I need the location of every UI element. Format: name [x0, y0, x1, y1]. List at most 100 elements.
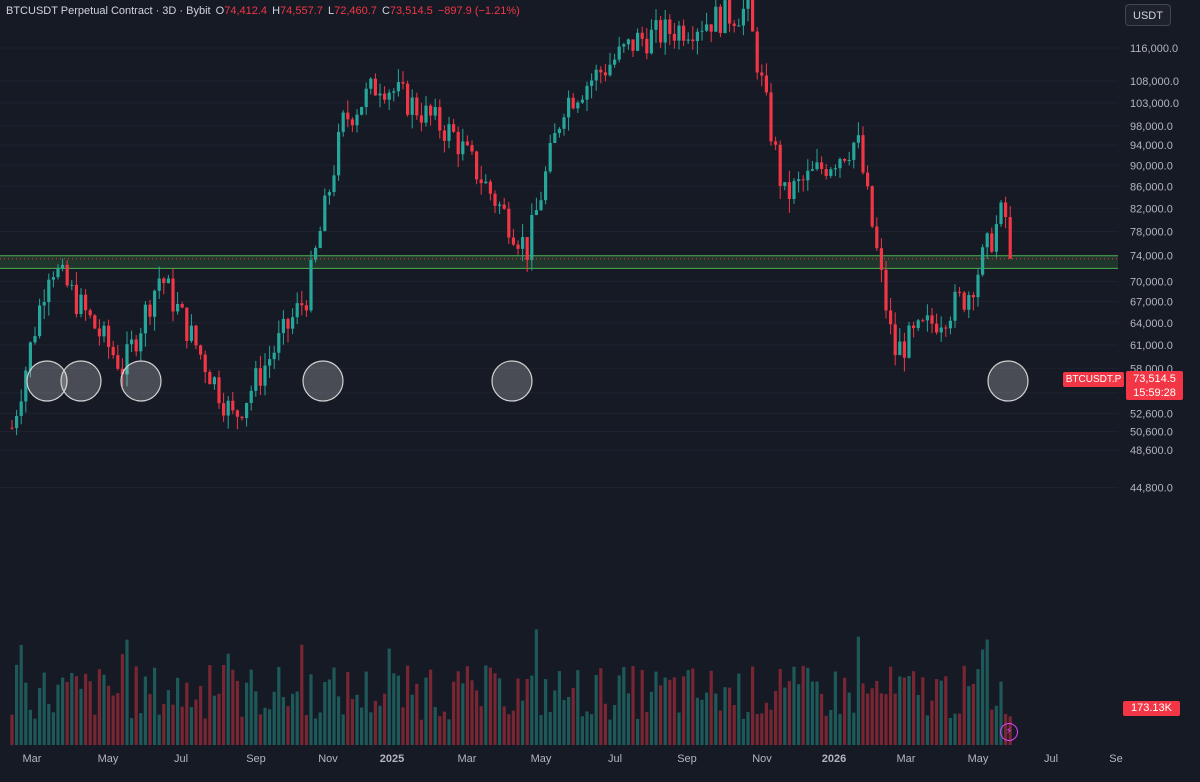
currency-button[interactable]: USDT [1125, 4, 1171, 26]
volume-badge: 173.13K [1123, 701, 1180, 716]
touch-circle [120, 360, 162, 402]
volume-bar [971, 684, 975, 745]
candle-body [254, 368, 258, 391]
touch-circle [491, 360, 533, 402]
candle-body [824, 169, 828, 176]
volume-bar [502, 706, 506, 745]
volume-bar [341, 714, 345, 745]
candle-body [148, 304, 152, 317]
candle-body [695, 31, 699, 42]
candle-body [249, 390, 253, 404]
candle-body [318, 230, 322, 248]
candle-body [429, 105, 433, 116]
candle-body [682, 25, 686, 41]
volume-bar [268, 709, 272, 745]
candle-body [470, 145, 474, 152]
y-tick-label: 70,000.0 [1130, 276, 1173, 288]
y-tick-label: 50,600.0 [1130, 426, 1173, 438]
candle-body [976, 274, 980, 298]
volume-bar [291, 693, 295, 745]
candle-body [645, 38, 649, 54]
volume-bar [700, 699, 704, 745]
volume-bar [539, 714, 543, 745]
candle-body [530, 215, 534, 261]
volume-bar [309, 674, 313, 745]
volume-bar [74, 676, 78, 745]
volume-bar [967, 686, 971, 745]
low-value: 72,460.7 [334, 5, 377, 17]
volume-bar [861, 683, 865, 745]
candle-body [511, 237, 515, 245]
candle-body [815, 162, 819, 170]
volume-bar [764, 702, 768, 745]
volume-bar [916, 694, 920, 745]
candle-body [884, 269, 888, 311]
candle-body [590, 80, 594, 86]
candle-body [70, 284, 74, 286]
volume-bar [180, 706, 184, 745]
volume-bar [985, 639, 989, 745]
support-zone [0, 255, 1118, 269]
symbol-label: BTCUSDT Perpetual Contract · 3D · Bybit [6, 5, 211, 17]
candle-body [521, 237, 525, 249]
volume-bar [746, 712, 750, 745]
volume-bar [111, 695, 115, 745]
touch-circle [26, 360, 68, 402]
volume-bar [907, 676, 911, 745]
y-tick-label: 61,000.0 [1130, 340, 1173, 352]
volume-bar [143, 676, 147, 745]
candle-body [751, 0, 755, 32]
volume-bar [944, 676, 948, 745]
volume-bar [452, 681, 456, 745]
y-tick-label: 82,000.0 [1130, 203, 1173, 215]
candle-body [199, 345, 203, 355]
candle-body [843, 158, 847, 161]
candle-body [327, 191, 331, 196]
candle-body [889, 310, 893, 325]
volume-bar [19, 644, 23, 745]
candle-body [406, 83, 410, 115]
candle-body [475, 151, 479, 180]
y-tick-label: 94,000.0 [1130, 140, 1173, 152]
volume-bar [235, 680, 239, 745]
candle-body [893, 324, 897, 356]
volume-bar [755, 714, 759, 745]
candle-body [953, 291, 957, 321]
candle-body [369, 78, 373, 89]
candle-body [33, 336, 37, 343]
volume-bar [254, 691, 258, 745]
y-tick-label: 74,000.0 [1130, 251, 1173, 263]
candle-body [539, 200, 543, 211]
volume-bar [751, 666, 755, 745]
candle-body [281, 318, 285, 334]
volume-bar [410, 694, 414, 745]
volume-bar [272, 691, 276, 745]
volume-bar [203, 718, 207, 745]
volume-bar [373, 700, 377, 745]
candle-body [212, 377, 216, 385]
volume-bar [286, 706, 290, 745]
volume-bar [640, 669, 644, 745]
candle-body [337, 131, 341, 176]
volume-bar [461, 683, 465, 745]
candle-body [741, 8, 745, 26]
candle-body [51, 277, 55, 280]
lightning-icon[interactable]: ⚡ [1000, 723, 1018, 741]
volume-bar [622, 667, 626, 745]
open-value: 74,412.4 [224, 5, 268, 17]
y-tick-label: 103,000.0 [1130, 98, 1179, 110]
candle-body [746, 0, 750, 9]
volume-bar [208, 665, 212, 745]
candle-body [139, 333, 143, 352]
candle-body [10, 427, 14, 429]
y-tick-label: 108,000.0 [1130, 76, 1179, 88]
candle-body [962, 292, 966, 310]
candle-body [15, 416, 19, 429]
candle-body [447, 124, 451, 141]
x-tick-label: Nov [318, 753, 338, 765]
y-tick-label: 67,000.0 [1130, 297, 1173, 309]
candle-body [387, 92, 391, 100]
volume-bar [185, 682, 189, 745]
volume-bar [686, 670, 690, 745]
